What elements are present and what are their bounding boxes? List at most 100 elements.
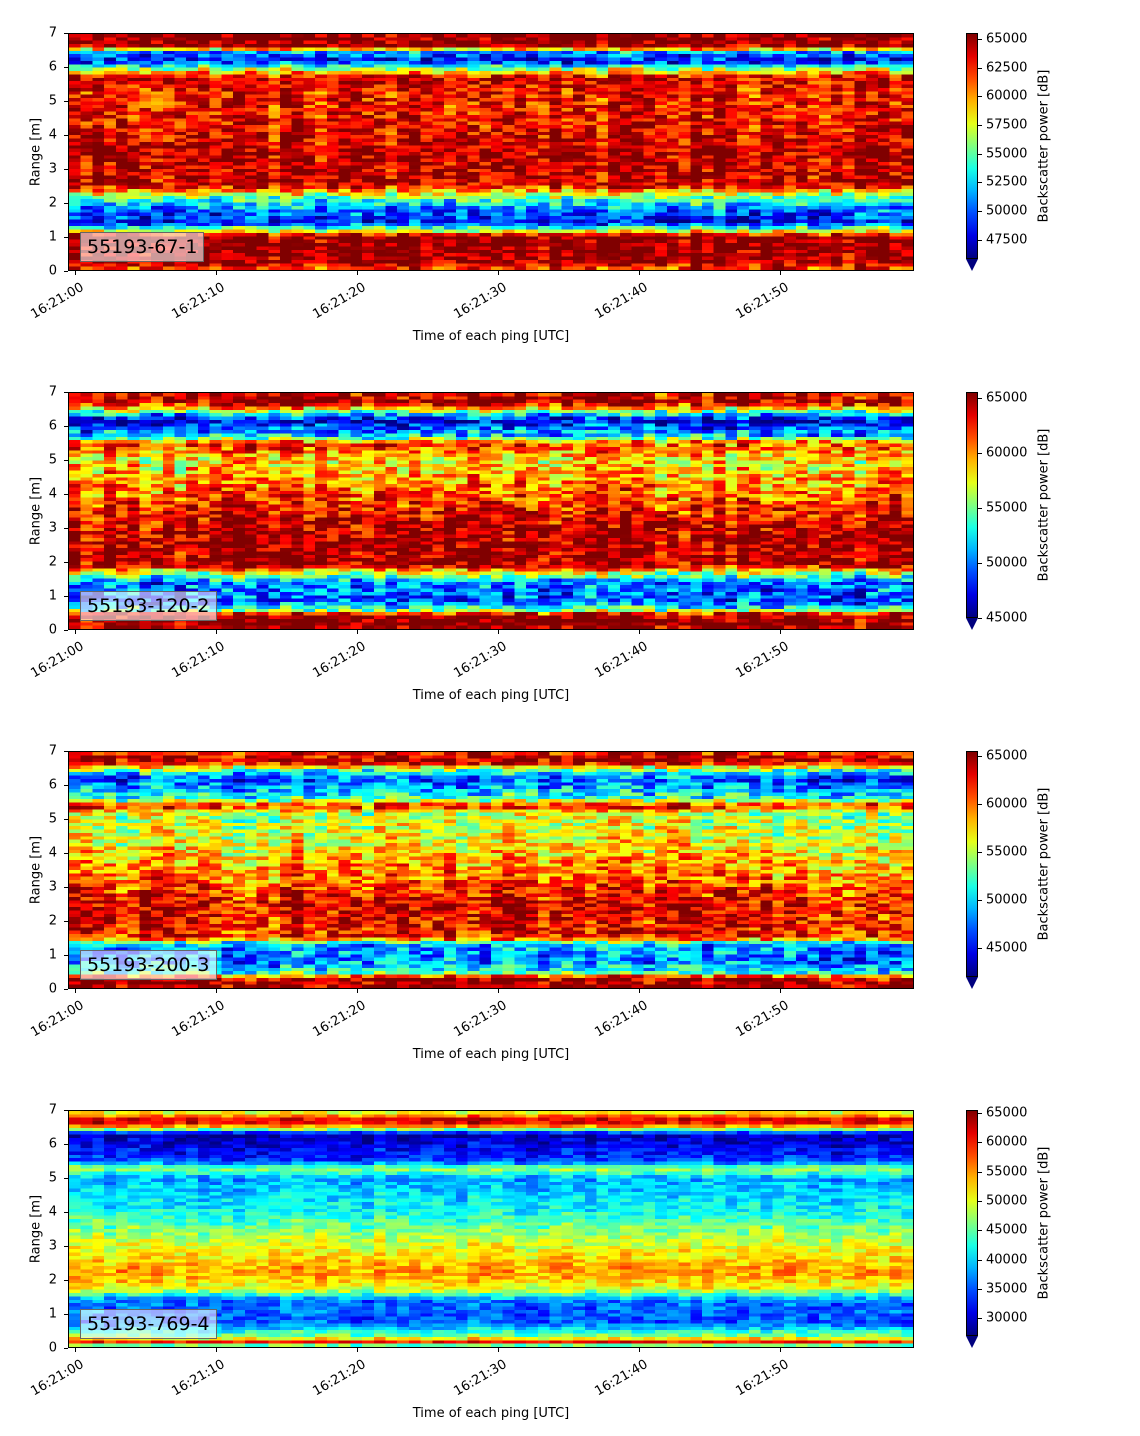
y-tick-label: 0 bbox=[48, 263, 57, 279]
y-tick-label: 4 bbox=[48, 486, 57, 502]
y-tick-mark bbox=[64, 596, 68, 597]
colorbar-tick-label: 65000 bbox=[986, 748, 1028, 764]
colorbar-tick-label: 52500 bbox=[986, 174, 1028, 190]
x-tick-label: 16:21:20 bbox=[310, 280, 369, 323]
y-tick-label: 0 bbox=[48, 622, 57, 638]
colorbar-tick-label: 47500 bbox=[986, 232, 1028, 248]
x-tick-label: 16:21:20 bbox=[310, 639, 369, 682]
y-tick-label: 7 bbox=[48, 743, 57, 759]
x-tick-label: 16:21:30 bbox=[451, 998, 510, 1041]
y-tick-mark bbox=[64, 169, 68, 170]
y-tick-mark bbox=[64, 989, 68, 990]
x-tick-mark bbox=[357, 630, 358, 634]
x-tick-label: 16:21:50 bbox=[733, 1357, 792, 1400]
x-tick-label: 16:21:00 bbox=[28, 1357, 87, 1400]
y-tick-mark bbox=[64, 887, 68, 888]
colorbar-tick-mark bbox=[978, 1230, 982, 1232]
colorbar-tick-label: 50000 bbox=[986, 892, 1028, 908]
y-tick-mark bbox=[64, 67, 68, 68]
y-tick-label: 5 bbox=[48, 93, 57, 109]
colorbar-tick-mark bbox=[978, 182, 982, 184]
colorbar-tick-label: 57500 bbox=[986, 117, 1028, 133]
colorbar-tick-mark bbox=[978, 153, 982, 155]
x-tick-label: 16:21:30 bbox=[451, 280, 510, 323]
colorbar-tick-label: 55000 bbox=[986, 1164, 1028, 1180]
y-tick-label: 4 bbox=[48, 127, 57, 143]
x-tick-label: 16:21:40 bbox=[592, 280, 651, 323]
x-tick-label: 16:21:50 bbox=[733, 998, 792, 1041]
y-tick-label: 2 bbox=[48, 1272, 57, 1288]
colorbar-tick-mark bbox=[978, 67, 982, 69]
colorbar-tick-mark bbox=[978, 397, 982, 399]
y-tick-mark bbox=[64, 460, 68, 461]
chart-panel: 55193-769-4 0 1 2 3 4 5 6 7 16:21:00 16:21:10 16:21… bbox=[0, 1077, 1140, 1436]
y-tick-mark bbox=[64, 101, 68, 102]
y-axis-label: Range [m] bbox=[28, 117, 44, 187]
y-tick-mark bbox=[64, 785, 68, 786]
colorbar-tick-mark bbox=[978, 900, 982, 902]
colorbar-tick-label: 60000 bbox=[986, 1134, 1028, 1150]
x-tick-label: 16:21:10 bbox=[169, 639, 228, 682]
colorbar-label: Backscatter power [dB] bbox=[1036, 69, 1052, 223]
x-tick-label: 16:21:40 bbox=[592, 639, 651, 682]
y-tick-label: 3 bbox=[48, 1238, 57, 1254]
y-tick-label: 2 bbox=[48, 195, 57, 211]
x-tick-label: 16:21:40 bbox=[592, 998, 651, 1041]
y-tick-mark bbox=[64, 1280, 68, 1281]
y-tick-label: 6 bbox=[48, 418, 57, 434]
y-tick-label: 3 bbox=[48, 879, 57, 895]
colorbar-label: Backscatter power [dB] bbox=[1036, 428, 1052, 582]
colorbar-tick-mark bbox=[978, 756, 982, 758]
colorbar-label: Backscatter power [dB] bbox=[1036, 787, 1052, 941]
y-tick-label: 0 bbox=[48, 1340, 57, 1356]
colorbar-tick-mark bbox=[978, 96, 982, 98]
colorbar-tick-mark bbox=[978, 39, 982, 41]
x-tick-mark bbox=[75, 1348, 76, 1352]
x-tick-label: 16:21:20 bbox=[310, 1357, 369, 1400]
y-tick-mark bbox=[64, 751, 68, 752]
y-tick-mark bbox=[64, 33, 68, 34]
y-tick-mark bbox=[64, 203, 68, 204]
y-tick-label: 3 bbox=[48, 161, 57, 177]
colorbar-tick-mark bbox=[978, 1259, 982, 1261]
y-tick-label: 4 bbox=[48, 1204, 57, 1220]
colorbar-tick-mark bbox=[978, 618, 982, 619]
colorbar-tick-label: 55000 bbox=[986, 844, 1028, 860]
colorbar-tick-mark bbox=[978, 1318, 982, 1320]
x-tick-mark bbox=[216, 989, 217, 993]
x-tick-mark bbox=[639, 1348, 640, 1352]
colorbar-tick-label: 45000 bbox=[986, 940, 1028, 956]
y-tick-label: 2 bbox=[48, 913, 57, 929]
x-tick-label: 16:21:00 bbox=[28, 998, 87, 1041]
colorbar-extend-triangle bbox=[966, 977, 978, 989]
x-tick-mark bbox=[75, 989, 76, 993]
heatmap-plot-area bbox=[68, 1110, 914, 1348]
sensor-label: 55193-67-1 bbox=[80, 232, 205, 262]
sensor-label: 55193-769-4 bbox=[80, 1309, 217, 1339]
y-tick-label: 6 bbox=[48, 777, 57, 793]
sensor-label: 55193-200-3 bbox=[80, 950, 217, 980]
heatmap-canvas bbox=[69, 1111, 913, 1347]
y-tick-mark bbox=[64, 271, 68, 272]
x-tick-label: 16:21:20 bbox=[310, 998, 369, 1041]
x-tick-mark bbox=[639, 630, 640, 634]
y-tick-label: 0 bbox=[48, 981, 57, 997]
x-tick-mark bbox=[639, 271, 640, 275]
colorbar-tick-label: 50000 bbox=[986, 555, 1028, 571]
x-tick-label: 16:21:30 bbox=[451, 1357, 510, 1400]
colorbar-tick-label: 65000 bbox=[986, 390, 1028, 406]
colorbar-tick-mark bbox=[978, 562, 982, 564]
y-tick-mark bbox=[64, 426, 68, 427]
colorbar-tick-mark bbox=[978, 804, 982, 806]
colorbar-tick-label: 65000 bbox=[986, 1105, 1028, 1121]
heatmap-canvas bbox=[69, 752, 913, 988]
y-tick-mark bbox=[64, 1110, 68, 1111]
y-tick-mark bbox=[64, 1212, 68, 1213]
x-tick-mark bbox=[498, 1348, 499, 1352]
colorbar-tick-mark bbox=[978, 1171, 982, 1173]
colorbar-extend-triangle bbox=[966, 618, 978, 630]
y-axis-label: Range [m] bbox=[28, 476, 44, 546]
x-tick-mark bbox=[216, 1348, 217, 1352]
colorbar-extend-triangle bbox=[966, 259, 978, 271]
colorbar-label: Backscatter power [dB] bbox=[1036, 1146, 1052, 1300]
